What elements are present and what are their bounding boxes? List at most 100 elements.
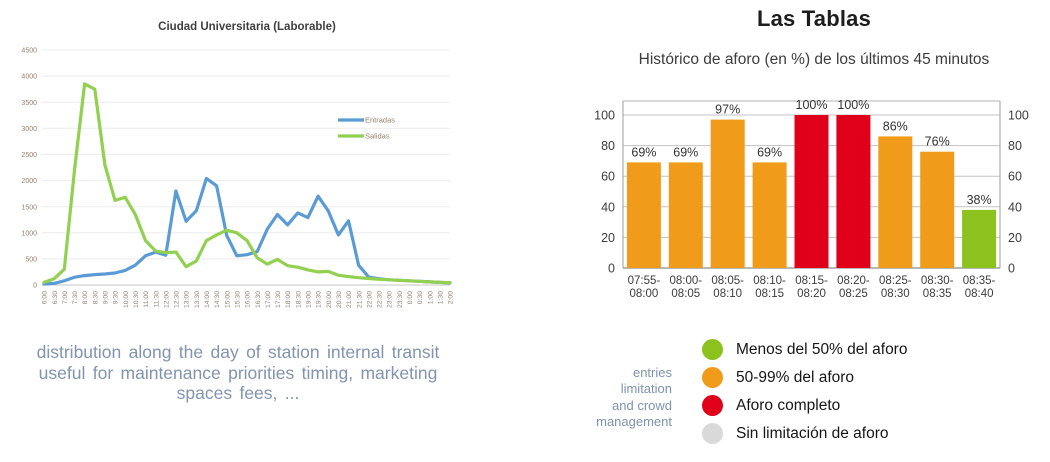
bar-value-label: 97%: [715, 103, 740, 117]
x-tick-label: 2:00: [448, 291, 455, 304]
x-tick-label: 0:00: [407, 291, 414, 304]
x-tick-label: 11:00: [143, 291, 150, 308]
x-category-label: 07:55-08:00: [628, 275, 661, 300]
x-tick-label: 19:30: [316, 291, 323, 308]
bar-value-label: 100%: [796, 98, 828, 112]
y-tick-label-left: 100: [594, 109, 615, 123]
legend-circle-icon: [702, 423, 723, 444]
x-category-label: 08:35-08:40: [963, 275, 996, 300]
legend-label: Aforo completo: [736, 396, 841, 414]
x-tick-label: 20:00: [326, 291, 333, 308]
bar-08:10-08:15: [752, 162, 787, 268]
x-tick-label: 0:30: [417, 291, 424, 304]
x-category-label: 08:25-08:30: [879, 275, 912, 300]
series-line-salidas: [42, 82, 452, 285]
x-tick-label: 20:30: [336, 291, 343, 308]
y-tick-label-left: 40: [601, 200, 615, 214]
caption-line-1: distribution along the day of station in…: [36, 342, 440, 362]
aforo-legend-item-3: Sin limitación de aforo: [702, 423, 907, 444]
bar-08:20-08:25: [836, 115, 871, 268]
aforo-legend-item-2: Aforo completo: [702, 395, 907, 416]
y-tick-label: 2000: [21, 178, 37, 185]
x-tick-label: 14:30: [214, 291, 221, 308]
bar-08:30-08:35: [920, 151, 955, 268]
y-tick-label-left: 60: [601, 170, 615, 184]
bar-value-label: 86%: [883, 119, 908, 133]
x-tick-label: 21:30: [356, 291, 363, 308]
entries-caption: entries limitation and crowd management: [556, 365, 672, 431]
x-tick-label: 7:30: [72, 291, 79, 304]
y-tick-label: 1000: [21, 230, 37, 237]
side-caption-line-4: management: [596, 414, 672, 430]
y-tick-label-left: 80: [601, 139, 615, 153]
y-tick-label-right: 60: [1008, 170, 1022, 184]
x-tick-label: 22:00: [366, 291, 373, 308]
legend-circle-icon: [702, 339, 723, 360]
legend-circle-icon: [702, 367, 723, 388]
legend-label: Menos del 50% del aforo: [736, 340, 908, 358]
x-tick-label: 16:30: [255, 291, 262, 308]
x-tick-label: 15:30: [234, 291, 241, 308]
x-tick-label: 23:30: [397, 291, 404, 308]
side-caption-line-1: entries: [632, 365, 672, 380]
legend-label-entradas: Entradas: [365, 116, 395, 125]
bar-value-label: 100%: [837, 98, 869, 112]
x-category-label: 08:10-08:15: [753, 275, 786, 300]
bar-08:15-08:20: [794, 115, 829, 268]
aforo-subtitle: Histórico de aforo (en %) de los últimos…: [638, 51, 990, 68]
aforo-legend: Menos del 50% del aforo 50-99% del aforo A…: [702, 339, 907, 451]
x-tick-label: 15:00: [224, 291, 231, 308]
x-tick-label: 10:30: [133, 291, 140, 308]
x-category-label: 08:30-08:35: [921, 275, 954, 300]
y-tick-label-right: 40: [1008, 200, 1022, 214]
x-tick-label: 12:00: [163, 291, 170, 308]
legend-circle-icon: [702, 395, 723, 416]
y-tick-label-right: 80: [1008, 139, 1022, 153]
y-tick-label: 3500: [21, 100, 37, 107]
bar-07:55-08:00: [626, 162, 661, 268]
chart-title: Ciudad Universitaria (Laborable): [158, 21, 336, 33]
y-tick-label: 4000: [21, 74, 37, 81]
x-tick-label: 11:30: [153, 291, 160, 308]
x-tick-label: 16:00: [245, 291, 252, 308]
x-category-label: 08:20-08:25: [837, 275, 870, 300]
x-tick-label: 18:00: [285, 291, 292, 308]
x-category-label: 08:00-08:05: [669, 275, 702, 300]
y-tick-label-right: 20: [1008, 231, 1022, 245]
bar-value-label: 76%: [925, 135, 950, 149]
legend-label: Sin limitación de aforo: [736, 424, 889, 442]
y-tick-label: 4500: [21, 48, 37, 55]
x-category-label: 08:15-08:20: [795, 275, 828, 300]
bar-value-label: 69%: [673, 145, 698, 159]
y-tick-label: 1500: [21, 204, 37, 211]
y-tick-label: 0: [33, 283, 37, 290]
side-caption-line-2: limitation: [620, 381, 672, 397]
x-tick-label: 14:00: [204, 291, 211, 308]
x-tick-label: 1:30: [438, 291, 445, 304]
aforo-legend-item-0: Menos del 50% del aforo: [702, 339, 907, 360]
series-line-entradas: [42, 176, 452, 286]
caption-line-2: useful for maintenance priorities timing…: [38, 362, 438, 383]
bar-value-label: 69%: [631, 145, 656, 159]
x-tick-label: 6:00: [42, 291, 49, 304]
x-tick-label: 1:00: [427, 291, 434, 304]
aforo-bar-chart: 0 0 20 20 40 40 60 60 80 80 100 100 69% 07:55-08:00 69…: [594, 98, 1029, 300]
side-caption-line-3: and crowd: [612, 397, 672, 413]
y-tick-label-right: 0: [1008, 262, 1015, 276]
legend-label: 50-99% del aforo: [736, 368, 855, 386]
bar-08:35-08:40: [962, 209, 997, 268]
y-tick-label-right: 100: [1008, 109, 1029, 123]
aforo-legend-item-1: 50-99% del aforo: [702, 367, 907, 388]
x-tick-label: 9:00: [103, 291, 110, 304]
x-tick-label: 8:00: [82, 291, 89, 304]
las-tablas-title: Las Tablas: [756, 6, 872, 31]
x-tick-label: 17:00: [265, 291, 272, 308]
x-tick-label: 13:00: [184, 291, 191, 308]
y-tick-label: 3000: [21, 126, 37, 133]
left-caption: distribution along the day of station in…: [6, 342, 470, 404]
x-tick-label: 19:00: [306, 291, 313, 308]
y-tick-label: 2500: [21, 152, 37, 159]
caption-line-3: spaces fees, ...: [176, 383, 300, 404]
y-tick-label-left: 20: [601, 231, 615, 245]
